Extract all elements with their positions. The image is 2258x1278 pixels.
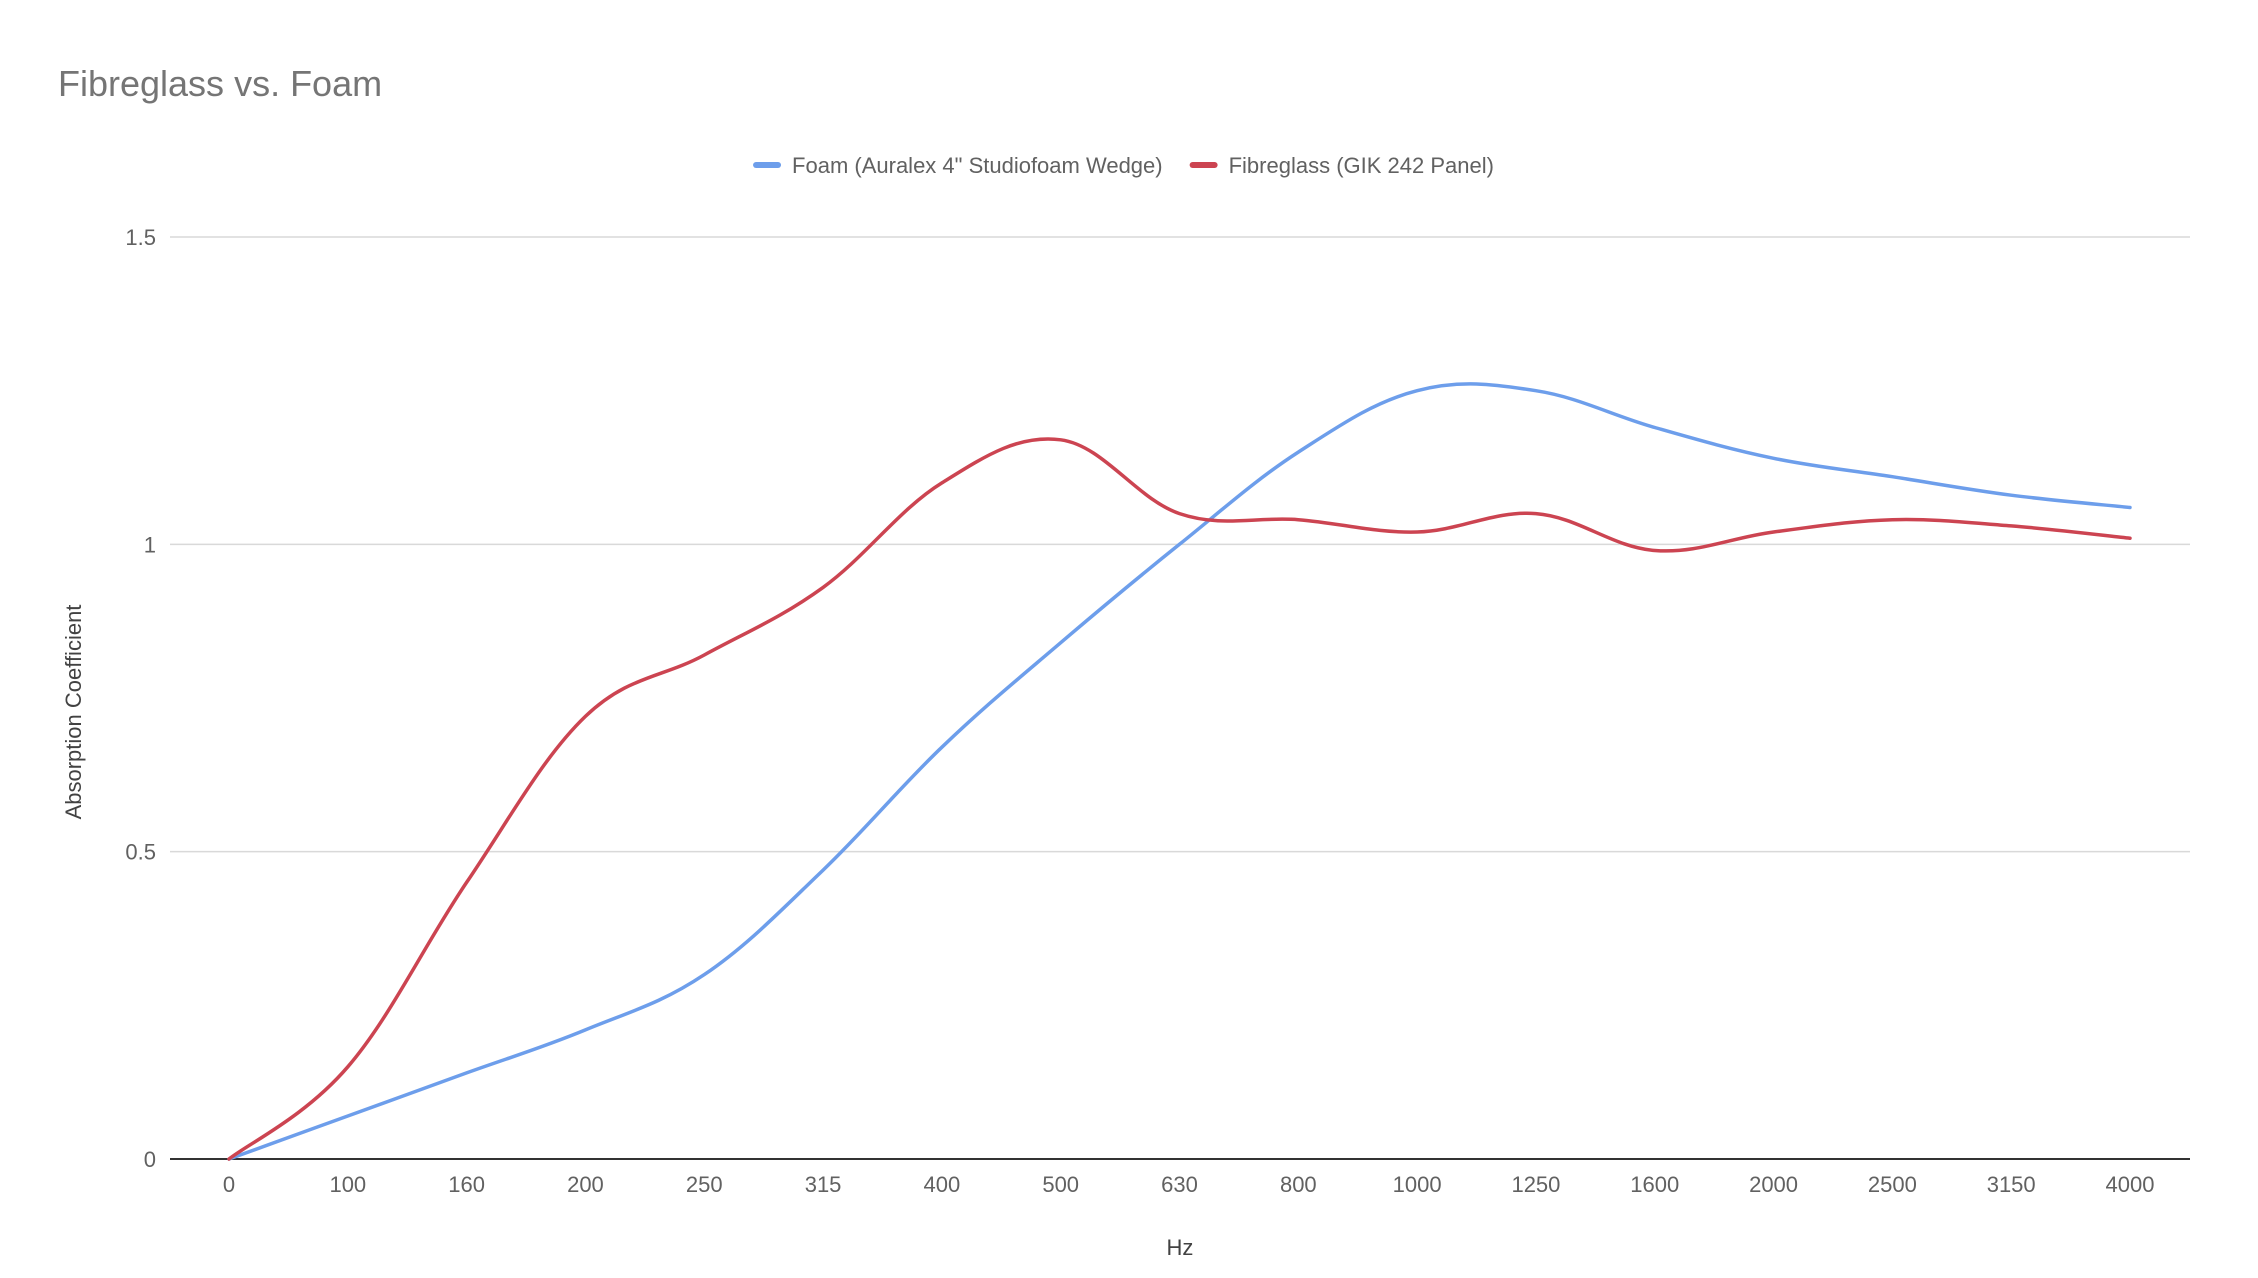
data-point[interactable]	[817, 581, 829, 593]
x-tick-label: 400	[924, 1172, 961, 1197]
data-point[interactable]	[461, 876, 473, 888]
data-point[interactable]	[1649, 422, 1661, 434]
data-point[interactable]	[1768, 452, 1780, 464]
data-point[interactable]	[1411, 385, 1423, 397]
x-tick-label: 3150	[1987, 1172, 2036, 1197]
legend-label: Fibreglass (GIK 242 Panel)	[1229, 153, 1494, 178]
data-point[interactable]	[1768, 526, 1780, 538]
series-1	[223, 434, 2136, 1165]
data-point[interactable]	[817, 864, 829, 876]
legend-label: Foam (Auralex 4" Studiofoam Wedge)	[792, 153, 1163, 178]
data-point[interactable]	[1292, 446, 1304, 458]
x-tick-label: 4000	[2106, 1172, 2155, 1197]
data-point[interactable]	[1292, 514, 1304, 526]
x-tick-label: 200	[567, 1172, 604, 1197]
series-0	[227, 382, 2136, 1161]
data-point[interactable]	[1530, 508, 1542, 520]
data-point[interactable]	[1055, 637, 1067, 649]
data-point[interactable]	[1055, 434, 1067, 446]
data-point[interactable]	[461, 1067, 473, 1079]
x-tick-label: 800	[1280, 1172, 1317, 1197]
data-point[interactable]	[2124, 532, 2136, 544]
data-point[interactable]	[579, 710, 591, 722]
y-tick-label: 0	[144, 1147, 156, 1172]
x-tick-label: 250	[686, 1172, 723, 1197]
data-point[interactable]	[1174, 508, 1186, 520]
data-point[interactable]	[1649, 544, 1661, 556]
gridlines	[170, 236, 2190, 1160]
x-tick-label: 1000	[1393, 1172, 1442, 1197]
legend-item-0[interactable]: Foam (Auralex 4" Studiofoam Wedge)	[753, 153, 1163, 178]
data-point[interactable]	[1886, 471, 1898, 483]
x-tick-label: 0	[223, 1172, 235, 1197]
y-tick-label: 1	[144, 532, 156, 557]
x-tick-label: 1250	[1511, 1172, 1560, 1197]
data-point[interactable]	[579, 1024, 591, 1036]
x-tick-label: 315	[805, 1172, 842, 1197]
x-axis-ticks: 0 100 160 200 250 315 400 500 630 800 1000 1250 1600…	[223, 1172, 2155, 1197]
y-axis-ticks: 0 0.5 1 1.5	[125, 225, 156, 1172]
data-point[interactable]	[342, 1061, 354, 1073]
series-lines	[223, 382, 2136, 1165]
y-tick-label: 1.5	[125, 225, 156, 250]
data-point[interactable]	[698, 969, 710, 981]
data-point[interactable]	[936, 741, 948, 753]
data-point[interactable]	[2005, 489, 2017, 501]
data-point[interactable]	[1174, 538, 1186, 550]
series-line-1[interactable]	[227, 437, 2132, 1161]
data-point[interactable]	[1886, 514, 1898, 526]
y-axis-title: Absorption Coefficient	[61, 605, 86, 820]
data-point[interactable]	[1411, 526, 1423, 538]
x-tick-label: 1600	[1630, 1172, 1679, 1197]
data-point[interactable]	[223, 1153, 235, 1165]
series-line-0[interactable]	[227, 382, 2132, 1161]
x-axis-title: Hz	[1167, 1235, 1194, 1260]
data-point[interactable]	[2124, 501, 2136, 513]
x-tick-label: 160	[448, 1172, 485, 1197]
data-point[interactable]	[698, 649, 710, 661]
chart-title: Fibreglass vs. Foam	[58, 63, 382, 104]
legend-item-1[interactable]: Fibreglass (GIK 242 Panel)	[1189, 153, 1494, 178]
x-tick-label: 630	[1161, 1172, 1198, 1197]
data-point[interactable]	[1530, 385, 1542, 397]
y-tick-label: 0.5	[125, 840, 156, 865]
data-point[interactable]	[2005, 520, 2017, 532]
legend[interactable]: Foam (Auralex 4" Studiofoam Wedge) Fibreg…	[753, 153, 1494, 178]
x-tick-label: 2500	[1868, 1172, 1917, 1197]
x-tick-label: 2000	[1749, 1172, 1798, 1197]
x-tick-label: 500	[1042, 1172, 1079, 1197]
data-point[interactable]	[936, 477, 948, 489]
x-tick-label: 100	[329, 1172, 366, 1197]
data-point[interactable]	[342, 1110, 354, 1122]
